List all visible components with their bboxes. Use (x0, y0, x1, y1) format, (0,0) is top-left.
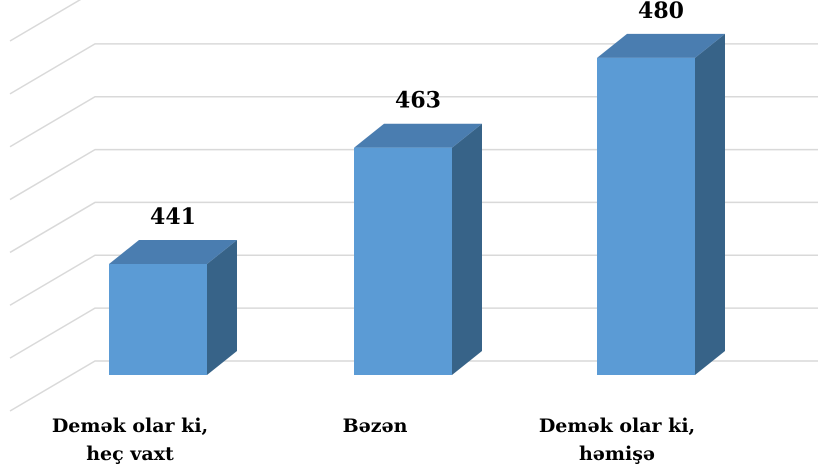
bar-top (597, 33, 725, 58)
grid-line (9, 95, 818, 148)
grid-line (9, 254, 818, 306)
grid-line (9, 43, 818, 95)
grid-line (9, 360, 818, 412)
bar-top (109, 240, 237, 264)
category-label: Bəzən (342, 415, 408, 437)
grid-line (9, 201, 818, 254)
value-label: 463 (395, 88, 441, 114)
bar (354, 147, 452, 375)
grid-line (9, 148, 818, 201)
bar (597, 57, 695, 375)
value-label: 441 (150, 204, 196, 230)
bar-side (207, 240, 237, 375)
category-label: Demək olar ki, heç vaxt (51, 415, 209, 465)
bar-side (695, 33, 725, 375)
grid-line (9, 0, 82, 42)
category-label: Demək olar ki, həmişə (538, 415, 696, 465)
value-label: 480 (638, 0, 684, 24)
bar-top (354, 123, 482, 148)
grid-line (9, 307, 818, 359)
bar-side (452, 123, 482, 375)
bar (109, 264, 207, 375)
